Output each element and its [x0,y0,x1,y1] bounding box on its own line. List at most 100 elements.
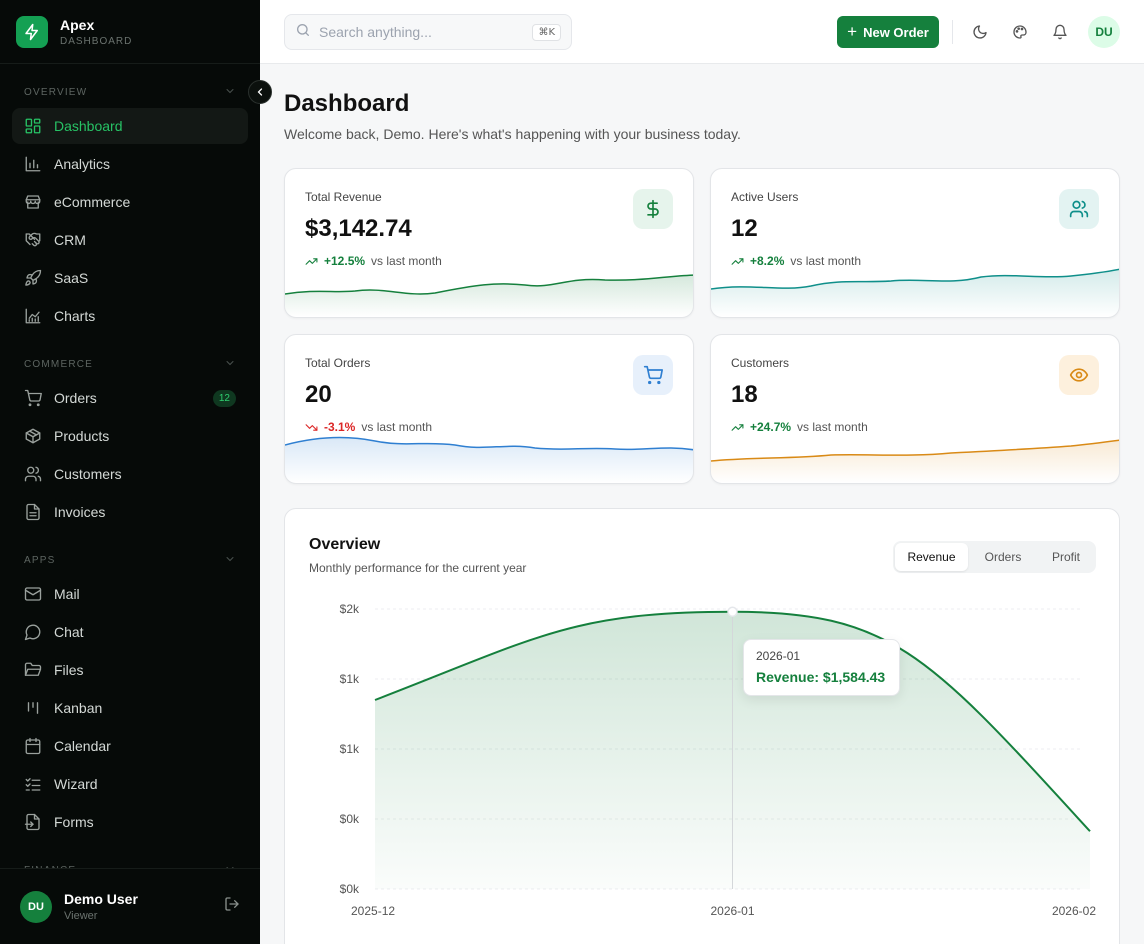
y-tick-label: $0k [340,882,360,896]
sidebar-item-label: Files [54,662,84,678]
layout-grid-icon [24,117,42,135]
sidebar-item-products[interactable]: Products [12,418,248,454]
stat-label: Total Orders [305,356,371,370]
sidebar-item-label: Wizard [54,776,98,792]
file-icon [24,503,42,521]
sparkline-line [711,439,1119,462]
sidebar-item-label: CRM [54,232,86,248]
divider [952,20,953,44]
rocket-icon [24,269,42,287]
overview-title: Overview [309,536,381,553]
sidebar-item-label: Orders [54,390,97,406]
stat-change: +24.7% [750,420,792,434]
user-profile[interactable]: DU Demo User Viewer [0,868,260,944]
nav-section-commerce[interactable]: COMMERCE [12,348,248,380]
sidebar-item-calendar[interactable]: Calendar [12,728,248,764]
new-order-button[interactable]: + New Order [837,16,939,48]
chevron-down-icon [224,357,236,372]
user-avatar: DU [20,890,52,923]
line-chart-icon [24,307,42,325]
chart-tooltip: 2026-01 Revenue: $1,584.43 [743,639,900,696]
nav-section-label: COMMERCE [24,358,94,370]
search-shortcut: ⌘K [532,23,561,41]
moon-icon[interactable] [968,20,992,44]
search-input[interactable] [319,24,533,40]
sidebar-item-kanban[interactable]: Kanban [12,690,248,726]
sidebar-item-saas[interactable]: SaaS [12,260,248,296]
sidebar-item-label: Forms [54,814,94,830]
sidebar-item-wizard[interactable]: Wizard [12,766,248,802]
bell-icon[interactable] [1048,20,1072,44]
sparkline-chart [711,439,1119,483]
section-gap [12,532,248,544]
users-icon [1059,189,1099,229]
stat-card-total-revenue[interactable]: Total Revenue $3,142.74 +12.5% vs last mont… [284,168,694,318]
count-badge: 12 [212,389,236,407]
topbar: ⌘K + New Order DU [260,0,1144,64]
tab-profit[interactable]: Profit [1051,550,1080,564]
lightning-logo-icon [16,15,48,48]
mail-icon [24,585,42,603]
trending-up-icon [305,255,318,268]
kanban-icon [24,699,42,717]
sidebar-item-orders[interactable]: Orders 12 [12,380,248,416]
page-subtitle: Welcome back, Demo. Here's what's happen… [284,126,741,142]
stat-card-active-users[interactable]: Active Users 12 +8.2% vs last month [710,168,1120,318]
dollar-icon [633,189,673,229]
stat-trend: -3.1% vs last month [305,420,432,434]
tooltip-label: 2026-01 [756,649,801,663]
logout-icon[interactable] [224,896,240,917]
sidebar-item-chat[interactable]: Chat [12,614,248,650]
overview-subtitle: Monthly performance for the current year [309,561,527,575]
sidebar-item-files[interactable]: Files [12,652,248,688]
store-icon [24,193,42,211]
brand[interactable]: Apex DASHBOARD [0,0,260,64]
user-avatar-button[interactable]: DU [1088,16,1120,48]
chat-icon [24,623,42,641]
x-tick-label: 2026-01 [710,904,754,918]
sparkline-line [285,274,693,295]
palette-icon[interactable] [1008,20,1032,44]
folder-icon [24,661,42,679]
sidebar-item-crm[interactable]: CRM [12,222,248,258]
sidebar-item-label: SaaS [54,270,89,286]
cart-icon [24,389,42,407]
sidebar-item-label: Charts [54,308,96,324]
sidebar-item-mail[interactable]: Mail [12,576,248,612]
sidebar-item-label: Mail [54,586,80,602]
sidebar-item-customers[interactable]: Customers [12,456,248,492]
sidebar-collapse-button[interactable] [248,80,272,104]
sparkline-area [285,275,693,317]
y-tick-label: $1k [340,742,360,756]
stat-card-customers[interactable]: Customers 18 +24.7% vs last month [710,334,1120,484]
stat-value: $3,142.74 [305,215,412,242]
search-icon [295,22,311,43]
stat-comparison: vs last month [790,254,862,268]
stat-trend: +24.7% vs last month [731,420,868,434]
sidebar-item-ecommerce[interactable]: eCommerce [12,184,248,220]
sidebar-item-forms[interactable]: Forms [12,804,248,840]
stat-change: +8.2% [750,254,785,268]
sidebar-item-analytics[interactable]: Analytics [12,146,248,182]
stat-value: 18 [731,381,758,408]
search-box[interactable]: ⌘K [284,14,572,50]
form-icon [24,813,42,831]
tab-orders[interactable]: Orders [984,550,1022,564]
revenue-area-chart[interactable]: $2k $1k $1k $0k $0k 2025-12 2026-01 2026-02 [285,509,1121,944]
overview-tabs: Revenue Orders Profit [893,541,1096,573]
stat-label: Active Users [731,190,799,204]
overview-card: $2k $1k $1k $0k $0k 2025-12 2026-01 2026-02 Ove… [284,508,1120,944]
sidebar-item-charts[interactable]: Charts [12,298,248,334]
sidebar-item-label: Analytics [54,156,111,172]
nav-section-overview[interactable]: OVERVIEW [12,76,248,108]
sidebar-item-label: Calendar [54,738,111,754]
sparkline-line [285,436,693,451]
nav-section-apps[interactable]: APPS [12,544,248,576]
stat-card-total-orders[interactable]: Total Orders 20 -3.1% vs last month [284,334,694,484]
trending-up-icon [731,255,744,268]
users-icon [24,465,42,483]
sidebar-item-invoices[interactable]: Invoices [12,494,248,530]
sidebar-item-label: eCommerce [54,194,131,210]
sidebar-item-dashboard[interactable]: Dashboard [12,108,248,144]
tab-revenue[interactable]: Revenue [895,543,968,571]
